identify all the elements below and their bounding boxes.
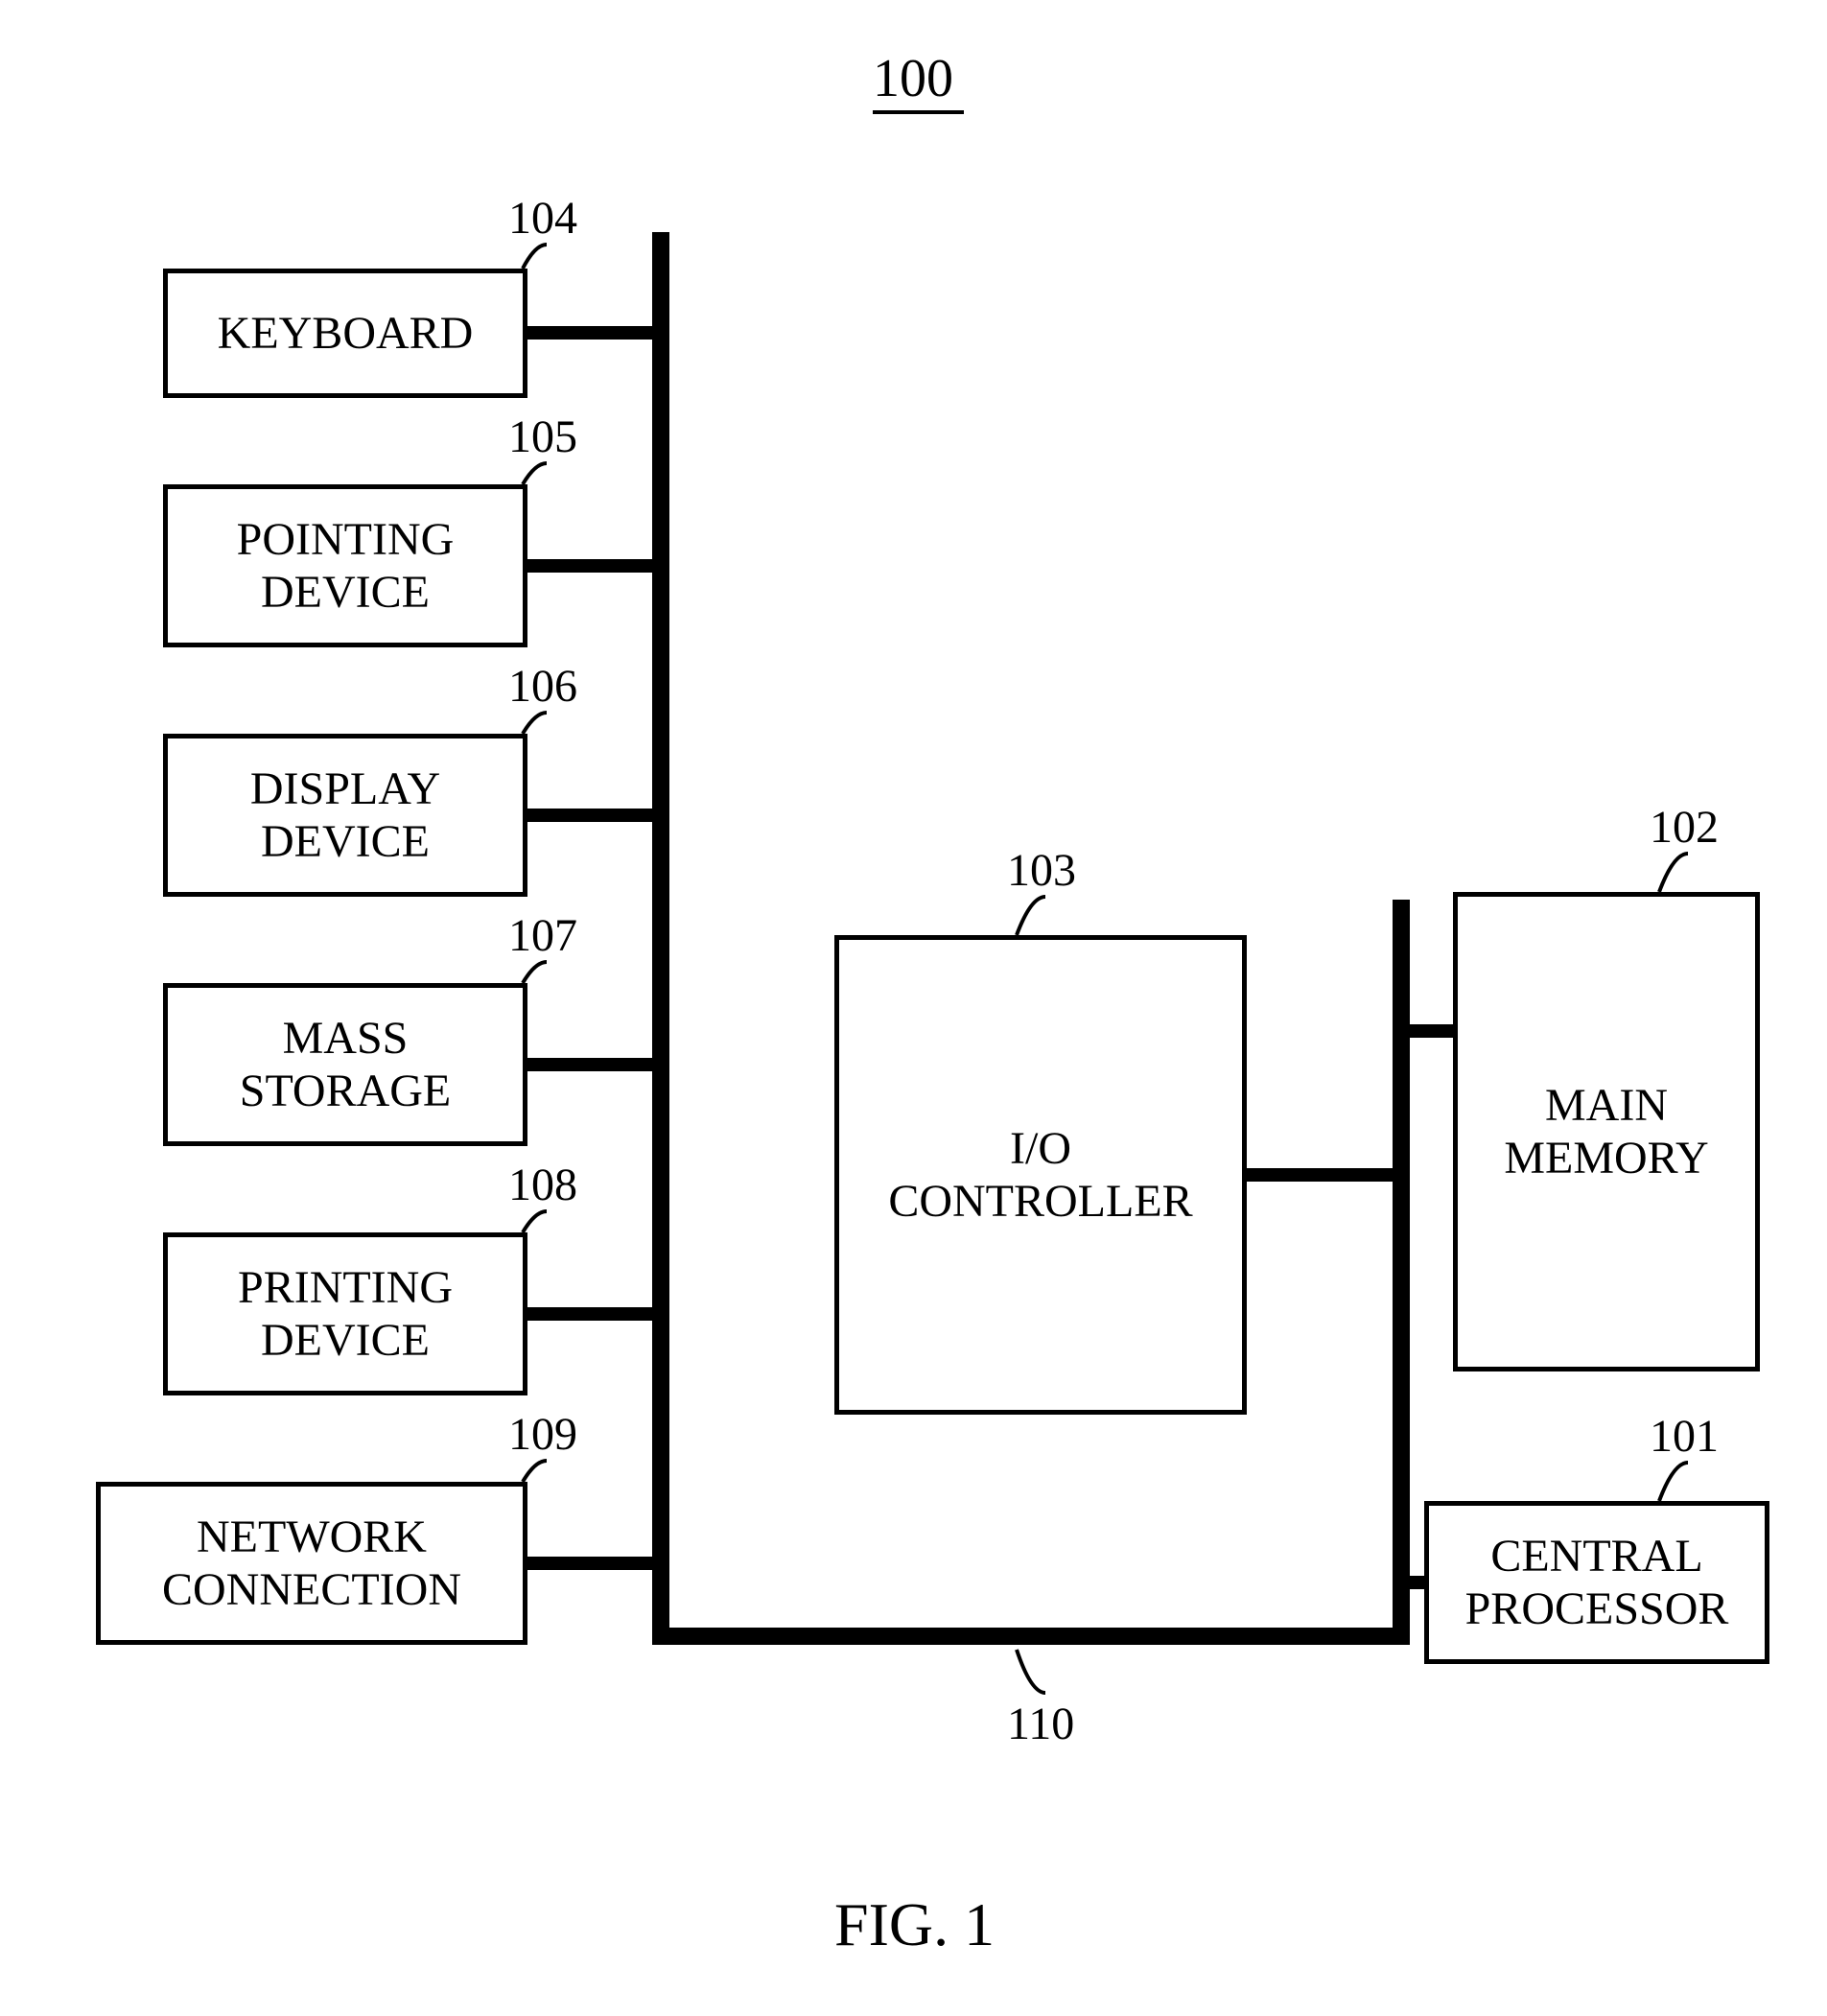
lead-106 [499,698,575,756]
bus-right-vertical [1393,900,1410,1645]
node-main-memory: MAINMEMORY [1453,892,1760,1371]
bus-spur-network [527,1557,652,1570]
node-label: I/OCONTROLLER [888,1122,1192,1228]
node-central-processor: CENTRALPROCESSOR [1424,1501,1769,1664]
node-mass-storage: MASSSTORAGE [163,983,527,1146]
bus-spur-display [527,809,652,822]
figure-caption: FIG. 1 [834,1889,995,1960]
bus-spur-io [1247,1168,1393,1182]
node-display-device: DISPLAYDEVICE [163,734,527,897]
node-label: KEYBOARD [218,307,474,360]
node-label: PRINTINGDEVICE [238,1261,453,1367]
lead-104 [499,230,575,288]
bus-spur-pointing [527,559,652,573]
node-pointing-device: POINTINGDEVICE [163,484,527,647]
lead-107 [499,948,575,1005]
node-io-controller: I/OCONTROLLER [834,935,1247,1415]
node-keyboard: KEYBOARD [163,269,527,398]
lead-109 [499,1446,575,1504]
lead-105 [499,449,575,506]
bus-spur-memory [1410,1024,1453,1038]
bus-left-vertical [652,232,669,1645]
lead-108 [499,1197,575,1254]
lead-110 [988,1640,1074,1707]
lead-103 [988,882,1074,949]
figure-canvas: 100 KEYBOARD POINTINGDEVICE DISPLAYDEVIC… [0,0,1827,2016]
node-label: POINTINGDEVICE [237,513,455,619]
bus-spur-mass [527,1058,652,1071]
bus-spur-cpu [1410,1576,1424,1589]
node-label: DISPLAYDEVICE [250,762,440,868]
bus-spur-printing [527,1307,652,1321]
figure-number-underline [873,110,964,114]
node-label: MASSSTORAGE [240,1012,451,1117]
lead-101 [1630,1448,1717,1515]
node-label: MAINMEMORY [1504,1079,1708,1184]
figure-number: 100 [873,48,953,109]
node-label: CENTRALPROCESSOR [1465,1530,1729,1635]
node-network-connection: NETWORKCONNECTION [96,1482,527,1645]
lead-102 [1630,839,1717,906]
node-label: NETWORKCONNECTION [162,1511,461,1616]
bus-spur-keyboard [527,326,652,340]
node-printing-device: PRINTINGDEVICE [163,1232,527,1395]
